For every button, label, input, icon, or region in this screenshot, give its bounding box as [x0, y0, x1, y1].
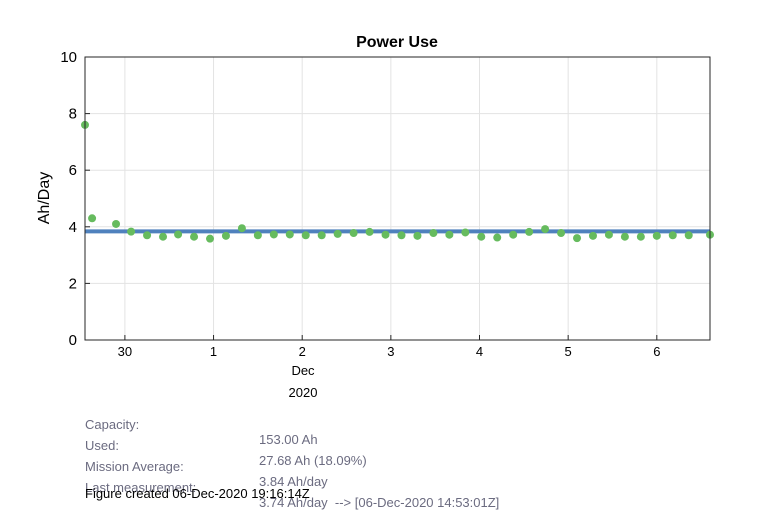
info-row-capacity: Capacity: 153.00 Ah — [85, 402, 318, 447]
info-row-last-measurement: Last measurement: 3.74 Ah/day --> [06-De… — [85, 465, 499, 510]
data-point — [429, 229, 438, 238]
data-point — [397, 231, 406, 240]
y-tick-label: 2 — [69, 275, 77, 292]
figure-created-note: Figure created 06-Dec-2020 19:16:14Z — [85, 486, 310, 501]
x-tick-label: 4 — [476, 344, 483, 359]
data-point — [349, 229, 358, 238]
data-point — [525, 227, 534, 236]
data-point — [301, 231, 310, 240]
info-row-mission-average: Mission Average: 3.84 Ah/day — [85, 444, 328, 489]
data-point — [477, 232, 486, 241]
data-point — [541, 225, 550, 234]
data-point — [88, 214, 97, 223]
x-tick-label: 2 — [299, 344, 306, 359]
used-value: 27.68 Ah (18.09%) — [259, 453, 367, 468]
data-point — [174, 230, 183, 239]
data-point — [190, 232, 199, 241]
data-point — [557, 229, 566, 238]
data-point — [493, 233, 502, 242]
data-point — [445, 230, 454, 239]
data-points — [81, 120, 714, 243]
y-tick-label: 4 — [69, 219, 77, 236]
data-point — [159, 232, 168, 241]
x-axis-label-year: 2020 — [289, 385, 318, 400]
x-tick-label: 30 — [118, 344, 132, 359]
mission-average-label: Mission Average: — [85, 459, 184, 474]
capacity-label: Capacity: — [85, 417, 140, 432]
data-point — [684, 231, 693, 240]
data-point — [221, 231, 230, 240]
mission-average-value: 3.84 Ah/day — [259, 474, 328, 489]
data-point — [652, 231, 661, 240]
x-tick-label: 5 — [565, 344, 572, 359]
grid-lines — [85, 57, 710, 340]
data-point — [269, 230, 278, 239]
data-point — [127, 227, 136, 236]
data-point — [143, 231, 152, 240]
chart-title: Power Use — [356, 34, 438, 51]
data-point — [317, 231, 326, 240]
last-measurement-value: 3.74 Ah/day --> [06-Dec-2020 14:53:01Z] — [259, 495, 500, 510]
last-measurement-label: Last measurement: — [85, 480, 197, 495]
y-tick-label: 0 — [69, 332, 77, 349]
data-point — [604, 230, 613, 239]
data-point — [573, 234, 582, 243]
x-tick-label: 1 — [210, 344, 217, 359]
data-point — [253, 231, 262, 240]
y-axis-label: Ah/Day — [36, 172, 53, 224]
y-tick-label: 10 — [60, 49, 77, 66]
data-point — [413, 231, 422, 240]
y-tick-labels: 0 2 4 6 8 10 — [60, 49, 90, 349]
x-tick-label: 3 — [387, 344, 394, 359]
data-point — [461, 228, 470, 237]
power-use-chart: Power Use 0 2 4 6 8 10 30 1 2 3 4 5 6 Dec 2020 Ah/D… — [36, 34, 714, 400]
data-point — [112, 219, 121, 228]
plot-frame — [84, 56, 711, 341]
data-point — [237, 224, 246, 233]
data-point — [509, 230, 518, 239]
x-axis-label-month: Dec — [291, 363, 315, 378]
data-point — [620, 232, 629, 241]
capacity-value: 153.00 Ah — [259, 432, 318, 447]
data-point — [381, 230, 390, 239]
y-tick-label: 8 — [69, 106, 77, 123]
data-point — [588, 231, 597, 240]
data-point — [636, 232, 645, 241]
data-point — [333, 229, 342, 238]
data-point — [365, 227, 374, 236]
data-point — [206, 234, 214, 243]
x-tick-labels: 30 1 2 3 4 5 6 — [118, 335, 660, 359]
data-point — [668, 231, 677, 240]
used-label: Used: — [85, 438, 119, 453]
data-point — [285, 230, 294, 239]
y-tick-label: 6 — [69, 162, 77, 179]
x-tick-label: 6 — [653, 344, 660, 359]
info-row-used: Used: 27.68 Ah (18.09%) — [85, 423, 367, 468]
